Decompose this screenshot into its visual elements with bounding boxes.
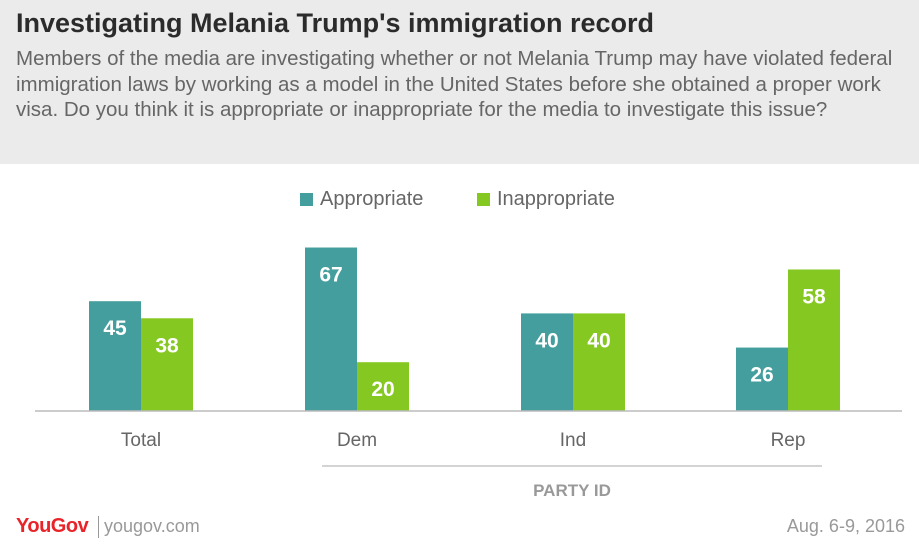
footer-divider	[98, 516, 99, 538]
data-label-ind-inappropriate: 40	[587, 329, 610, 352]
data-label-dem-appropriate: 67	[319, 264, 342, 287]
data-label-total-inappropriate: 38	[155, 334, 179, 357]
data-label-dem-inappropriate: 20	[371, 378, 394, 401]
footer-site-link[interactable]: yougov.com	[104, 516, 200, 536]
legend-swatch-appropriate	[300, 193, 313, 206]
data-label-rep-appropriate: 26	[750, 364, 773, 387]
group-label-party-id: PARTY ID	[533, 481, 611, 500]
legend-swatch-inappropriate	[477, 193, 490, 206]
bar-dem-inappropriate	[357, 362, 409, 411]
data-label-total-appropriate: 45	[103, 317, 127, 340]
chart-subtitle: Members of the media are investigating w…	[16, 47, 893, 121]
header-panel: Investigating Melania Trump's immigratio…	[0, 0, 919, 164]
bar-ind-inappropriate	[573, 313, 625, 411]
bar-dem-appropriate	[305, 247, 357, 411]
bar-total-inappropriate	[141, 318, 193, 411]
bar-rep-appropriate	[736, 347, 788, 411]
legend-label-inappropriate: Inappropriate	[497, 188, 615, 210]
chart-title: Investigating Melania Trump's immigratio…	[16, 8, 655, 38]
bar-ind-appropriate	[521, 313, 573, 411]
legend-label-appropriate: Appropriate	[320, 188, 423, 210]
x-tick-label-rep: Rep	[771, 430, 806, 451]
x-tick-label-ind: Ind	[560, 430, 586, 451]
data-label-ind-appropriate: 40	[535, 329, 558, 352]
yougov-logo: YouGov	[16, 515, 89, 537]
survey-date: Aug. 6-9, 2016	[786, 516, 905, 536]
x-tick-label-total: Total	[121, 430, 161, 451]
bar-total-appropriate	[89, 301, 141, 411]
x-tick-label-dem: Dem	[337, 430, 377, 451]
bar-rep-inappropriate	[788, 269, 840, 411]
data-label-rep-inappropriate: 58	[802, 285, 826, 308]
